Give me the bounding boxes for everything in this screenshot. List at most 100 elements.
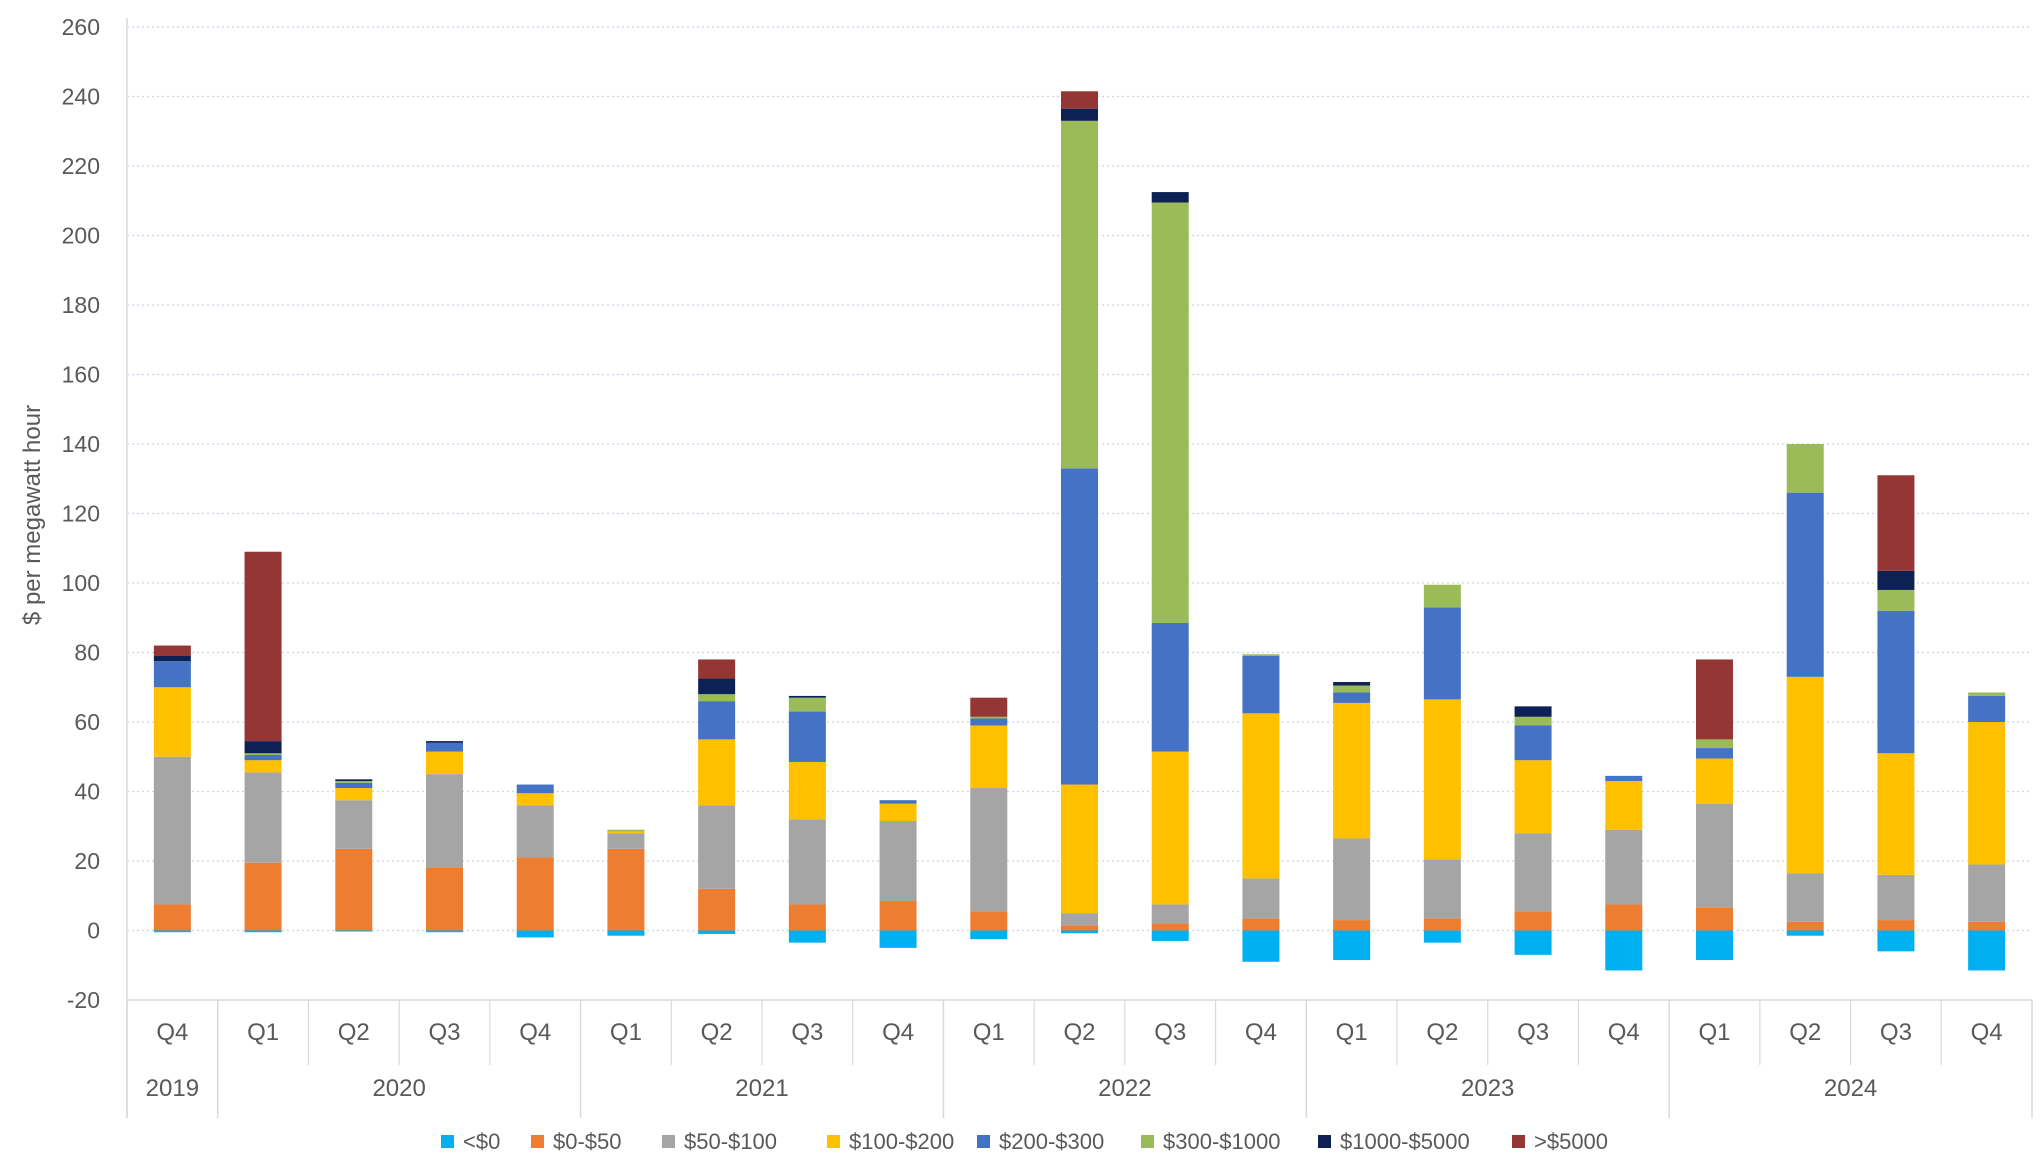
y-tick-label: 20 (74, 848, 100, 874)
x-category-labels: Q4 Q1 Q2 Q3 Q4 Q1 Q2 Q3 Q4 Q1 Q2 Q3 Q4 Q1 Q2 Q3 Q4 Q1 Q2 Q3… (156, 1019, 2002, 1046)
y-tick-label: 220 (62, 153, 100, 179)
bar-segment (1333, 930, 1371, 961)
x-year-labels: 2019 2020 2021 2022 2023 2024 (146, 1075, 1878, 1102)
bar-segment (1423, 859, 1461, 919)
bar-segment (1151, 751, 1189, 905)
bar-segment (153, 655, 191, 662)
bar-segment (244, 760, 282, 773)
bar-segment (1514, 911, 1552, 931)
bar-segment (1151, 930, 1189, 941)
legend-swatch (1318, 1135, 1331, 1148)
bar-segment (1877, 570, 1915, 590)
bar-segment (879, 800, 917, 804)
bar-segment (970, 718, 1008, 726)
bar-segment (153, 661, 191, 688)
bar-segment (1696, 803, 1733, 908)
bar-segment (335, 788, 373, 801)
x-category-label: Q3 (1154, 1019, 1186, 1046)
bar-segment (607, 930, 645, 936)
bar-segment (788, 711, 826, 762)
y-tick-label: 180 (62, 292, 100, 318)
bar-segment (1786, 676, 1824, 874)
bar-segment (1786, 873, 1824, 922)
y-tick-label: 80 (74, 640, 100, 666)
bar-segment (335, 781, 373, 783)
bar-segment (153, 904, 191, 931)
y-tick-label: 240 (62, 84, 100, 110)
bar-segment (1968, 864, 2006, 922)
y-tick-label: 0 (87, 918, 100, 944)
x-category-label: Q2 (1063, 1019, 1095, 1046)
bar-segment (1151, 904, 1189, 924)
axes (126, 18, 2033, 1118)
bar-segment (1423, 699, 1461, 860)
y-tick-label: 40 (74, 779, 100, 805)
x-year-label: 2021 (735, 1075, 788, 1102)
bar-segment (1696, 739, 1733, 749)
bar-segment (244, 741, 282, 754)
bar-segment (1877, 610, 1915, 754)
bar-segment (153, 645, 191, 656)
bar-segment (879, 803, 917, 822)
bar-segment (244, 772, 282, 863)
bar-segment (788, 761, 826, 820)
bar-segment (1605, 829, 1643, 905)
bar-segment (516, 805, 554, 858)
y-tick-label: 60 (74, 709, 100, 735)
x-category-label: Q3 (428, 1019, 460, 1046)
bar-segment (970, 930, 1008, 940)
y-tick-label: 200 (62, 223, 100, 249)
x-category-label: Q3 (1880, 1019, 1912, 1046)
bar-segment (698, 739, 736, 806)
bar-segment (1877, 920, 1915, 931)
x-category-label: Q1 (1698, 1019, 1730, 1046)
bar-segment (698, 701, 736, 740)
legend-label: $300-$1000 (1163, 1129, 1280, 1154)
x-year-label: 2020 (372, 1075, 425, 1102)
bar-segment (1242, 878, 1280, 919)
bar-segment (1333, 702, 1371, 839)
x-category-label: Q4 (1608, 1019, 1640, 1046)
bar-segment (1514, 706, 1552, 717)
bar-segment (1061, 91, 1098, 109)
bar-segment (153, 687, 191, 757)
bar-segment (1061, 913, 1098, 926)
legend-label: $0-$50 (553, 1129, 622, 1154)
bar-segment (1061, 925, 1098, 931)
bar-segment (970, 725, 1008, 789)
x-category-label: Q4 (519, 1019, 551, 1046)
bar-segment (1333, 685, 1371, 693)
bar-segment (1968, 695, 2006, 722)
bar-segment (1151, 192, 1189, 203)
bar-segment (516, 793, 554, 806)
bar-segment (1423, 918, 1461, 931)
x-category-label: Q3 (791, 1019, 823, 1046)
x-category-label: Q1 (1336, 1019, 1368, 1046)
bar-segment (153, 930, 191, 933)
y-tick-label: 100 (62, 570, 100, 596)
bar-segment (970, 788, 1008, 912)
x-category-label: Q1 (973, 1019, 1005, 1046)
y-axis-title: $ per megawatt hour (19, 405, 46, 625)
legend-swatch (1141, 1135, 1154, 1148)
bar-segment (426, 867, 463, 931)
bar-segment (1514, 725, 1552, 761)
bar-segment (607, 833, 645, 849)
bar-segment (335, 848, 373, 931)
x-category-label: Q2 (701, 1019, 733, 1046)
bar-segment (1696, 748, 1733, 759)
y-tick-label: 260 (62, 14, 100, 40)
bar-segment (788, 930, 826, 943)
x-category-label: Q4 (882, 1019, 914, 1046)
bar-segment (1514, 833, 1552, 912)
bar-segment (1877, 753, 1915, 875)
bar-segment (1877, 930, 1915, 952)
x-category-label: Q2 (338, 1019, 370, 1046)
x-year-label: 2019 (146, 1075, 199, 1102)
bar-segment (1151, 202, 1189, 623)
bar-segment (244, 753, 282, 756)
legend-label: $100-$200 (849, 1129, 954, 1154)
bar-segment (1514, 716, 1552, 726)
bar-segment (970, 697, 1008, 717)
